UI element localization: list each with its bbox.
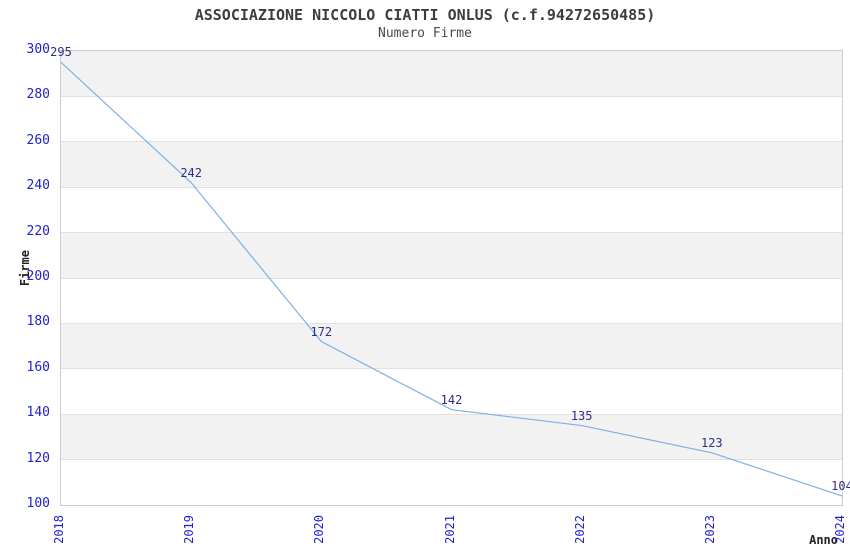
y-tick-label: 160 (26, 359, 50, 375)
x-tick-label: 2021 (442, 515, 457, 544)
band (61, 51, 842, 97)
series-svg (60, 61, 843, 497)
gridline (61, 459, 842, 461)
data-label: 123 (700, 435, 723, 450)
y-tick-label: 120 (26, 450, 50, 466)
series-line (60, 61, 843, 497)
gridline (61, 368, 842, 370)
gridline (61, 232, 842, 234)
y-tick-label: 260 (26, 132, 50, 148)
x-axis-label: Anno (809, 533, 838, 547)
plot-area: 295 242 172 142 135 123 104 (50, 45, 850, 506)
band (61, 141, 842, 188)
y-tick-label: 240 (26, 178, 50, 194)
gridline (61, 413, 842, 415)
data-label: 172 (310, 324, 333, 339)
data-label: 142 (440, 392, 463, 407)
y-tick-label: 280 (26, 87, 50, 103)
x-tick-label: 2019 (182, 515, 197, 544)
gridline (61, 141, 842, 143)
gridline (61, 95, 842, 97)
chart-subtitle: Numero Firme (378, 26, 472, 41)
band (61, 232, 842, 278)
x-tick-label: 2023 (702, 515, 717, 544)
gridline (61, 277, 842, 279)
y-tick-label: 220 (26, 223, 50, 239)
gridline (61, 186, 842, 188)
x-tick-label: 2022 (572, 515, 587, 544)
y-tick-label: 200 (26, 269, 50, 284)
band (61, 414, 842, 460)
gridline (61, 322, 842, 324)
x-tick-label: 2018 (52, 515, 66, 544)
data-label: 104 (831, 478, 850, 493)
y-tick-label: 140 (26, 405, 50, 421)
data-label: 295 (50, 45, 72, 60)
band (61, 323, 842, 369)
y-tick-label: 300 (26, 42, 50, 57)
y-tick-label: 100 (26, 496, 50, 511)
data-label: 242 (180, 165, 202, 180)
data-label: 135 (570, 408, 593, 423)
x-tick-label: 2024 (833, 515, 847, 544)
x-tick-label: 2020 (312, 515, 327, 544)
chart-title: ASSOCIAZIONE NICCOLO CIATTI ONLUS (c.f.9… (194, 6, 656, 24)
y-tick-label: 180 (26, 314, 50, 330)
